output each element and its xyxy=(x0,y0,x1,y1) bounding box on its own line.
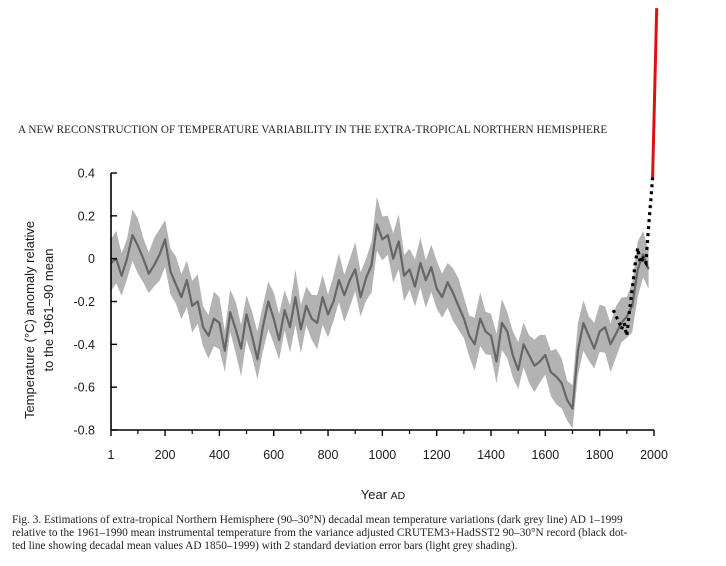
x-tick-label: 1200 xyxy=(423,448,451,462)
caption-line-3: ted line showing decadal mean values AD … xyxy=(12,540,518,552)
series-group xyxy=(110,8,659,410)
error-band xyxy=(111,196,649,429)
x-tick-label: 600 xyxy=(263,448,284,462)
x-axis-title-main: Year xyxy=(361,487,388,502)
x-tick-label: 1400 xyxy=(477,448,505,462)
y-tick-label: 0.4 xyxy=(78,167,95,181)
page-title: A NEW RECONSTRUCTION OF TEMPERATURE VARI… xyxy=(18,124,608,136)
figure-caption: Fig. 3. Estimations of extra-tropical No… xyxy=(12,514,712,553)
x-tick-label: 2000 xyxy=(640,448,668,462)
x-tick-label: 800 xyxy=(318,448,339,462)
x-tick-label: 200 xyxy=(155,448,176,462)
error-band-group xyxy=(111,196,649,429)
y-tick-label: -0.8 xyxy=(73,424,95,438)
reconstruction-line xyxy=(110,223,650,410)
y-tick-label: 0 xyxy=(88,252,95,266)
y-tick-label: -0.2 xyxy=(73,295,95,309)
x-tick-label: 1800 xyxy=(586,448,614,462)
x-tick-label: 1 xyxy=(108,448,115,462)
y-axis-title-line-1: Temperature (°C) anomaly relative xyxy=(22,221,37,419)
instrumental-dotted-line xyxy=(611,177,655,337)
caption-line-1: Fig. 3. Estimations of extra-tropical No… xyxy=(12,514,623,526)
x-axis-title: Year AD xyxy=(361,487,406,502)
y-tick-label: -0.4 xyxy=(73,338,95,352)
y-axis-title-line-2: to the 1961–90 mean xyxy=(41,249,56,372)
overlay-red-line xyxy=(651,8,659,178)
x-tick-label: 1600 xyxy=(531,448,559,462)
y-tick-label: -0.6 xyxy=(73,381,95,395)
caption-line-2: relative to the 1961–1990 mean instrumen… xyxy=(12,527,628,539)
axes xyxy=(110,172,655,436)
y-tick-label: 0.2 xyxy=(78,209,95,223)
x-axis-title-unit: AD xyxy=(391,490,406,502)
x-tick-label: 1000 xyxy=(368,448,396,462)
tick-labels: 0.40.20-0.2-0.4-0.6-0.81 200 400 600 800 1000… xyxy=(73,167,667,463)
x-tick-label: 400 xyxy=(209,448,230,462)
